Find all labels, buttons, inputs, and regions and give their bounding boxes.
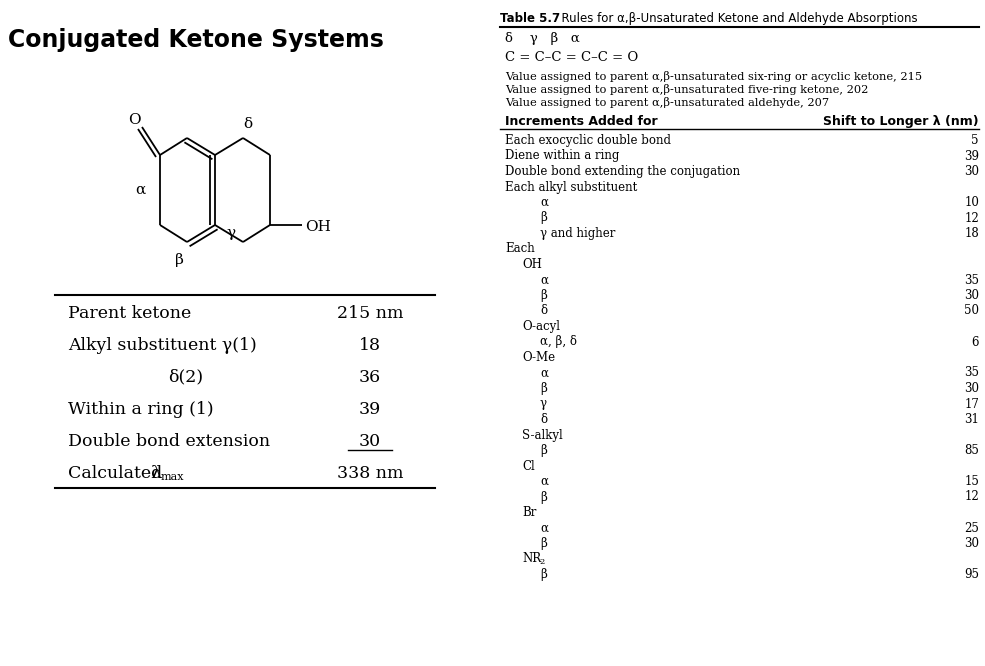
Text: 12: 12 xyxy=(964,212,979,224)
Text: Value assigned to parent α,β-unsaturated aldehyde, 207: Value assigned to parent α,β-unsaturated… xyxy=(505,97,829,108)
Text: 12: 12 xyxy=(964,490,979,503)
Text: Value assigned to parent α,β-unsaturated five-ring ketone, 202: Value assigned to parent α,β-unsaturated… xyxy=(505,84,869,95)
Text: α: α xyxy=(540,521,548,535)
Text: Calculated: Calculated xyxy=(68,464,167,482)
Text: Each exocyclic double bond: Each exocyclic double bond xyxy=(505,134,671,147)
Text: 2: 2 xyxy=(539,557,545,565)
Text: 85: 85 xyxy=(964,444,979,457)
Text: 30: 30 xyxy=(964,537,979,550)
Text: Double bond extending the conjugation: Double bond extending the conjugation xyxy=(505,165,740,178)
Text: Diene within a ring: Diene within a ring xyxy=(505,149,620,163)
Text: γ: γ xyxy=(540,398,547,410)
Text: 30: 30 xyxy=(964,382,979,395)
Text: γ and higher: γ and higher xyxy=(540,227,616,240)
Text: Alkyl substituent γ(1): Alkyl substituent γ(1) xyxy=(68,336,257,354)
Text: Each alkyl substituent: Each alkyl substituent xyxy=(505,180,637,194)
Text: δ: δ xyxy=(540,413,547,426)
Text: λ: λ xyxy=(150,464,161,482)
Text: 18: 18 xyxy=(964,227,979,240)
Text: 30: 30 xyxy=(964,289,979,302)
Text: OH: OH xyxy=(305,220,331,234)
Text: 35: 35 xyxy=(964,274,979,286)
Text: 36: 36 xyxy=(359,368,381,386)
Text: 18: 18 xyxy=(359,336,381,354)
Text: 95: 95 xyxy=(964,568,979,581)
Text: O-acyl: O-acyl xyxy=(522,320,560,333)
Text: 30: 30 xyxy=(359,432,381,450)
Text: Each: Each xyxy=(505,242,535,256)
Text: Cl: Cl xyxy=(522,460,535,472)
Text: 10: 10 xyxy=(964,196,979,209)
Text: 39: 39 xyxy=(359,400,381,418)
Text: β: β xyxy=(540,537,547,550)
Text: Shift to Longer λ (nm): Shift to Longer λ (nm) xyxy=(823,115,979,128)
Text: Rules for α,β-Unsaturated Ketone and Aldehyde Absorptions: Rules for α,β-Unsaturated Ketone and Ald… xyxy=(554,12,918,25)
Text: 6: 6 xyxy=(971,336,979,348)
Text: 30: 30 xyxy=(964,165,979,178)
Text: Conjugated Ketone Systems: Conjugated Ketone Systems xyxy=(8,28,384,52)
Text: Br: Br xyxy=(522,506,537,519)
Text: Parent ketone: Parent ketone xyxy=(68,304,191,322)
Text: β: β xyxy=(540,382,547,395)
Text: max: max xyxy=(161,472,184,482)
Text: NR: NR xyxy=(522,553,541,565)
Text: 25: 25 xyxy=(964,521,979,535)
Text: 15: 15 xyxy=(964,475,979,488)
Text: α: α xyxy=(540,196,548,209)
Text: Increments Added for: Increments Added for xyxy=(505,115,658,128)
Text: β: β xyxy=(540,212,547,224)
Text: α: α xyxy=(135,183,145,197)
Text: δ(2): δ(2) xyxy=(168,368,203,386)
Text: 35: 35 xyxy=(964,366,979,380)
Text: α, β, δ: α, β, δ xyxy=(540,336,577,348)
Text: Table 5.7: Table 5.7 xyxy=(500,12,560,25)
Text: Value assigned to parent α,β-unsaturated six-ring or acyclic ketone, 215: Value assigned to parent α,β-unsaturated… xyxy=(505,71,922,82)
Text: γ: γ xyxy=(227,226,235,240)
Text: Double bond extension: Double bond extension xyxy=(68,432,270,450)
Text: δ: δ xyxy=(243,117,252,131)
Text: OH: OH xyxy=(522,258,542,271)
Text: O-Me: O-Me xyxy=(522,351,556,364)
Text: 50: 50 xyxy=(964,304,979,318)
Text: δ: δ xyxy=(540,304,547,318)
Text: 17: 17 xyxy=(964,398,979,410)
Text: β: β xyxy=(540,490,547,503)
Text: O: O xyxy=(128,113,140,127)
Text: α: α xyxy=(540,274,548,286)
Text: 31: 31 xyxy=(964,413,979,426)
Text: S-alkyl: S-alkyl xyxy=(522,428,562,442)
Text: 338 nm: 338 nm xyxy=(337,464,403,482)
Text: β: β xyxy=(174,253,183,267)
Text: δ    γ   β   α: δ γ β α xyxy=(505,32,580,45)
Text: 5: 5 xyxy=(971,134,979,147)
Text: 215 nm: 215 nm xyxy=(337,304,403,322)
Text: β: β xyxy=(540,444,547,457)
Text: 39: 39 xyxy=(964,149,979,163)
Text: α: α xyxy=(540,475,548,488)
Text: Within a ring (1): Within a ring (1) xyxy=(68,400,214,418)
Text: β: β xyxy=(540,568,547,581)
Text: C = C–C = C–C = O: C = C–C = C–C = O xyxy=(505,51,638,64)
Text: α: α xyxy=(540,366,548,380)
Text: β: β xyxy=(540,289,547,302)
